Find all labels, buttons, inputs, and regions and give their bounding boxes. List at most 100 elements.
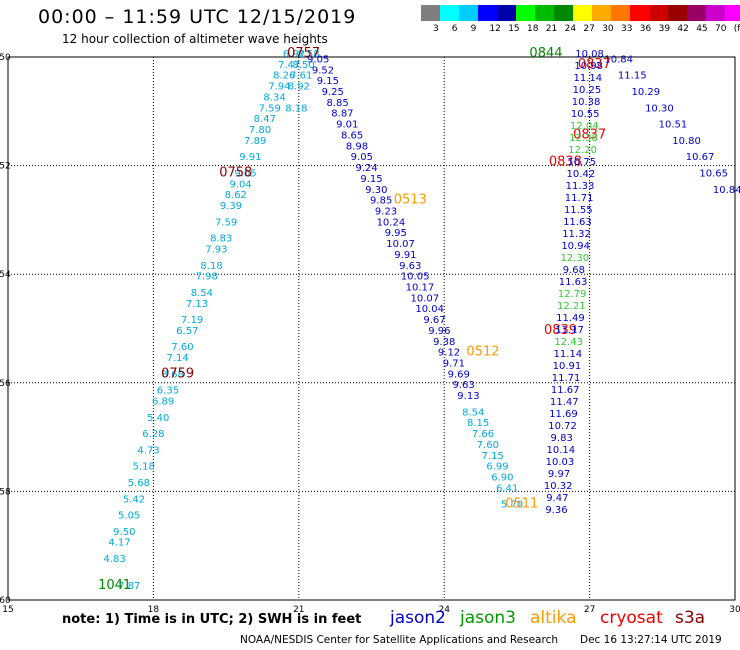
swh-value: 7.59 <box>215 217 237 228</box>
swh-value: 7.66 <box>472 429 494 440</box>
color-legend-label: 45 <box>696 24 708 34</box>
swh-value: 9.38 <box>433 337 455 348</box>
swh-value: 8.62 <box>225 190 247 201</box>
swh-value: 7.98 <box>196 272 218 283</box>
swh-value: 10.84 <box>713 185 740 196</box>
swh-value: 5.05 <box>118 511 140 522</box>
swh-value: 10.42 <box>567 169 596 180</box>
color-legend-label: 39 <box>658 24 671 34</box>
swh-value: 10.14 <box>546 445 575 456</box>
swh-value: 8.58 <box>297 49 319 60</box>
swh-value: 7.87 <box>118 581 140 592</box>
color-legend-label: 12 <box>489 24 501 34</box>
satellite-jason2: jason2 <box>390 608 446 628</box>
satellite-altika: altika <box>530 608 577 628</box>
map-subtitle: 12 hour collection of altimeter wave hei… <box>62 32 328 46</box>
swh-value: 10.07 <box>410 293 439 304</box>
color-legend <box>421 5 740 21</box>
color-legend-label: (ft) <box>733 24 740 34</box>
color-swatch <box>459 5 478 21</box>
color-swatch <box>592 5 611 21</box>
swh-value: 10.30 <box>645 103 674 114</box>
y-tick-label: -58 <box>0 487 11 497</box>
swh-value: 10.29 <box>632 87 661 98</box>
swh-value: 4.73 <box>137 445 159 456</box>
swh-value: 9.04 <box>230 179 252 190</box>
color-legend-label: 24 <box>564 24 577 34</box>
swh-value: 9.69 <box>448 369 470 380</box>
swh-value: 8.92 <box>288 82 310 93</box>
pass-time-label: 0758 <box>219 165 252 180</box>
x-tick-label: 30 <box>729 605 740 615</box>
swh-value: 7.94 <box>268 82 290 93</box>
swh-value: 10.84 <box>604 54 633 65</box>
swh-value: 11.49 <box>556 313 585 324</box>
swh-value: 10.67 <box>686 152 715 163</box>
x-tick-label: 27 <box>584 605 595 615</box>
y-tick-label: -52 <box>0 162 11 172</box>
pass-time-label: 0838 <box>549 155 582 170</box>
swh-value: 7.80 <box>249 125 271 136</box>
pass-time-label: 0511 <box>505 497 538 512</box>
pass-time-label: 0837 <box>573 127 606 142</box>
swh-value: 12.43 <box>554 337 583 348</box>
x-tick-label: 21 <box>293 605 304 615</box>
swh-value: 12.38 <box>569 133 598 144</box>
color-swatch <box>687 5 706 21</box>
color-swatch <box>478 5 497 21</box>
swh-value: 9.91 <box>394 250 416 261</box>
map-title: 00:00 – 11:59 UTC 12/15/2019 <box>38 6 357 28</box>
swh-value: 9.23 <box>375 206 397 217</box>
swh-value: 10.05 <box>401 272 430 283</box>
swh-value: 7.15 <box>482 451 504 462</box>
swh-value: 5.40 <box>147 413 169 424</box>
swh-value: 11.15 <box>618 71 647 82</box>
swh-value: 11.63 <box>559 277 588 288</box>
color-legend-label: 3 <box>433 24 439 34</box>
x-tick-label: 15 <box>2 605 13 615</box>
swh-value: 8.18 <box>285 103 307 114</box>
swh-value: 12.21 <box>557 301 586 312</box>
swh-value: 10.04 <box>415 304 444 315</box>
plot-frame <box>7 56 736 601</box>
color-swatch <box>668 5 687 21</box>
swh-value: 7.14 <box>167 353 189 364</box>
swh-value: 5.42 <box>123 494 145 505</box>
swh-value: 8.65 <box>341 130 363 141</box>
swh-value: 10.55 <box>571 109 600 120</box>
swh-value: 9.30 <box>365 185 387 196</box>
swh-value: 9.05 <box>234 168 256 179</box>
swh-value: 9.15 <box>360 174 382 185</box>
swh-value: 9.85 <box>370 196 392 207</box>
color-swatch <box>535 5 554 21</box>
swh-value: 6.90 <box>491 473 513 484</box>
swh-value: 10.72 <box>548 421 577 432</box>
color-legend-label: 21 <box>545 24 558 34</box>
swh-value: 8.54 <box>191 288 213 299</box>
swh-value: 9.12 <box>438 348 460 359</box>
color-swatch <box>706 5 725 21</box>
swh-value: 11.67 <box>551 385 580 396</box>
swh-value: 10.17 <box>406 282 435 293</box>
swh-value: 11.17 <box>555 325 584 336</box>
satellite-s3a: s3a <box>675 608 706 628</box>
color-legend-label: 33 <box>621 24 633 34</box>
swh-value: 8.83 <box>210 234 232 245</box>
pass-time-label: 0839 <box>544 323 577 338</box>
y-tick-label: -50 <box>0 53 11 63</box>
swh-value: 10.08 <box>575 49 604 60</box>
swh-value: 9.71 <box>443 359 465 370</box>
swh-value: 6.28 <box>142 429 164 440</box>
swh-value: 10.75 <box>567 157 596 168</box>
color-swatch <box>421 5 440 21</box>
swh-value: 12.79 <box>558 289 587 300</box>
color-legend-label: 27 <box>583 24 595 34</box>
swh-value: 10.25 <box>573 85 602 96</box>
swh-value: 11.63 <box>563 217 592 228</box>
color-swatch <box>497 5 516 21</box>
swh-value: 6.35 <box>157 386 179 397</box>
swh-value: 10.91 <box>553 361 582 372</box>
footer-credit: NOAA/NESDIS Center for Satellite Applica… <box>240 634 558 646</box>
swh-value: 9.95 <box>385 228 407 239</box>
